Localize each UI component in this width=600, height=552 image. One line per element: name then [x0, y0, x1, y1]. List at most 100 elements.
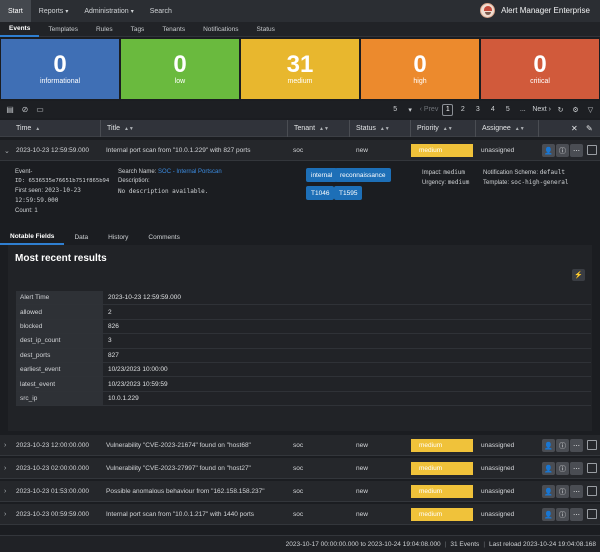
cell-priority: medium [411, 140, 475, 161]
export-icon[interactable]: ⚡ [572, 269, 585, 281]
nav-start[interactable]: Start [0, 0, 31, 22]
filter-icon[interactable]: ▽ [587, 106, 594, 114]
subnav-templates[interactable]: Templates [48, 25, 78, 33]
page-4[interactable]: 4 [490, 106, 495, 113]
next-page-button[interactable]: Next › [532, 106, 551, 113]
row-checkbox[interactable] [587, 440, 597, 450]
row-checkbox[interactable] [587, 486, 597, 496]
tab-notable-fields[interactable]: Notable Fields [0, 229, 65, 245]
tile-critical[interactable]: 0 critical [481, 39, 599, 99]
priority-badge[interactable]: medium [411, 439, 473, 452]
col-title[interactable]: Title ▲▼ [100, 120, 287, 137]
refresh-icon[interactable]: ↻ [557, 106, 564, 114]
assign-user-button[interactable]: 👤 [542, 144, 555, 157]
col-time[interactable]: Time ▲ [0, 120, 100, 137]
settings-icon[interactable]: ⚙ [572, 106, 579, 114]
field-row: blocked 826 [16, 319, 591, 335]
close-icon[interactable]: ✕ [571, 124, 578, 133]
field-key: dest_ports [16, 348, 103, 362]
subnav-status[interactable]: Status [256, 25, 275, 33]
page-2[interactable]: 2 [460, 106, 465, 113]
first-seen: First seen: 2023-10-23 [15, 187, 81, 194]
table-row[interactable]: ⌄ 2023-10-23 12:59:59.000 Internal port … [0, 140, 600, 161]
chevron-right-icon[interactable]: › [4, 465, 7, 472]
col-status[interactable]: Status ▲▼ [349, 120, 410, 137]
table-row[interactable]: › 2023-10-23 02:00:00.000 Vulnerability … [0, 458, 600, 479]
tab-data[interactable]: Data [74, 233, 89, 241]
tile-low[interactable]: 0 low [121, 39, 239, 99]
chevron-right-icon[interactable]: › [4, 488, 7, 495]
chevron-down-icon[interactable]: ⌄ [4, 147, 10, 155]
nav-start-label: Start [8, 7, 23, 15]
table-row[interactable]: › 2023-10-23 01:53:00.000 Possible anoma… [0, 481, 600, 502]
subnav-notifications[interactable]: Notifications [203, 25, 239, 33]
prev-page-button[interactable]: ‹ Prev [419, 106, 439, 113]
event-label: Event- [15, 169, 33, 175]
chevron-right-icon[interactable]: › [4, 442, 7, 449]
tile-high[interactable]: 0 high [361, 39, 479, 99]
assign-user-button[interactable]: 👤 [542, 439, 555, 452]
tile-label: low [174, 78, 186, 85]
tag-t1595[interactable]: T1595 [334, 186, 363, 200]
priority-badge[interactable]: medium [411, 508, 473, 521]
chevron-right-icon[interactable]: › [4, 511, 7, 518]
pager-ellipsis: ... [519, 106, 526, 113]
field-key: dest_ip_count [16, 334, 103, 348]
priority-badge[interactable]: medium [411, 144, 473, 157]
tile-informational[interactable]: 0 informational [1, 39, 119, 99]
info-button[interactable]: ⓘ [556, 485, 569, 498]
priority-badge[interactable]: medium [411, 462, 473, 475]
more-button[interactable]: ⋯ [570, 485, 583, 498]
table-row[interactable]: › 2023-10-23 00:59:59.000 Internal port … [0, 504, 600, 525]
page-1[interactable]: 1 [442, 103, 454, 116]
row-checkbox[interactable] [587, 145, 597, 155]
tag-internal[interactable]: internal [306, 168, 338, 182]
info-button[interactable]: ⓘ [556, 508, 569, 521]
page-size-select[interactable]: 5 [393, 106, 398, 113]
search-name: Search Name: SOC - Internal Portscan [118, 169, 222, 175]
tab-history[interactable]: History [108, 233, 129, 241]
edit-icon[interactable]: ✎ [586, 124, 593, 133]
assign-user-button[interactable]: 👤 [542, 462, 555, 475]
caret-down-icon: ▾ [130, 8, 134, 15]
template-label: Template: [483, 180, 510, 186]
more-button[interactable]: ⋯ [570, 508, 583, 521]
row-checkbox[interactable] [587, 463, 597, 473]
document-icon[interactable]: ▤ [6, 105, 14, 114]
nav-administration[interactable]: Administration ▾ [76, 0, 141, 22]
table-header: Time ▲ Title ▲▼ Tenant ▲▼ Status ▲▼ Priority… [0, 120, 600, 137]
tag-t1046[interactable]: T1046 [306, 186, 335, 200]
nav-reports[interactable]: Reports ▾ [31, 0, 77, 22]
col-tenant[interactable]: Tenant ▲▼ [287, 120, 349, 137]
subnav-tenants[interactable]: Tenants [162, 25, 186, 33]
impact: Impact: medium [422, 169, 465, 176]
hide-icon[interactable]: ⊘ [21, 105, 29, 114]
row-checkbox[interactable] [587, 509, 597, 519]
info-button[interactable]: ⓘ [556, 462, 569, 475]
subnav-rules[interactable]: Rules [95, 25, 113, 33]
more-button[interactable]: ⋯ [570, 439, 583, 452]
tag-reconnaissance[interactable]: reconnaissance [335, 168, 391, 182]
assign-user-button[interactable]: 👤 [542, 485, 555, 498]
page-3[interactable]: 3 [475, 106, 480, 113]
nav-search[interactable]: Search [142, 0, 180, 22]
priority-badge[interactable]: medium [411, 485, 473, 498]
comment-icon[interactable]: ▭ [36, 105, 44, 114]
tab-comments[interactable]: Comments [148, 233, 180, 241]
search-name-link[interactable]: SOC - Internal Portscan [158, 169, 222, 175]
cell-priority: medium [411, 458, 475, 479]
page-5[interactable]: 5 [505, 106, 510, 113]
subnav-events[interactable]: Events [0, 22, 40, 37]
col-priority[interactable]: Priority ▲▼ [410, 120, 475, 137]
chevron-down-icon[interactable]: ▾ [408, 106, 412, 114]
subnav-tags[interactable]: Tags [130, 25, 145, 33]
tile-medium[interactable]: 31 medium [241, 39, 359, 99]
col-assignee[interactable]: Assignee ▲▼ [475, 120, 538, 137]
info-button[interactable]: ⓘ [556, 439, 569, 452]
info-button[interactable]: ⓘ [556, 144, 569, 157]
more-button[interactable]: ⋯ [570, 144, 583, 157]
more-button[interactable]: ⋯ [570, 462, 583, 475]
assign-user-button[interactable]: 👤 [542, 508, 555, 521]
event-detail: Event- ID: 6536535e76651b751f865b94 Firs… [0, 161, 600, 433]
table-row[interactable]: › 2023-10-23 12:00:00.000 Vulnerability … [0, 435, 600, 456]
